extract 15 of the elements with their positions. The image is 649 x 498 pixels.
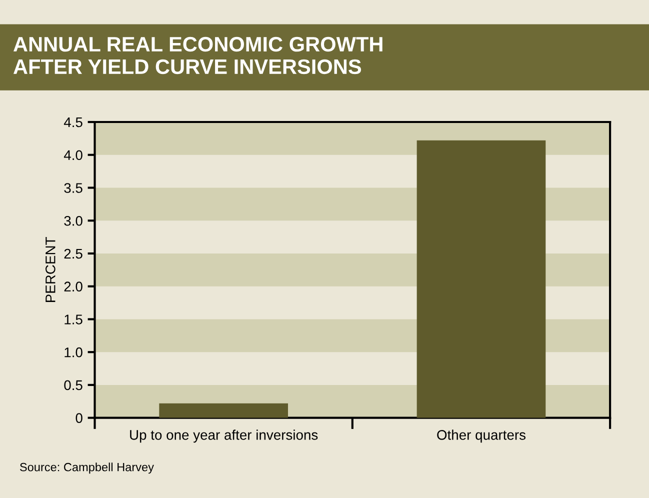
source-note: Source: Campbell Harvey xyxy=(20,462,154,474)
y-tick-label: 4.0 xyxy=(64,150,82,160)
x-tick-label: Up to one year after inversions xyxy=(130,430,318,443)
y-tick-label: 0.5 xyxy=(64,380,82,390)
y-tick-label: 1.5 xyxy=(64,314,82,324)
y-tick-label: 0 xyxy=(76,413,82,423)
y-tick-label: 4.5 xyxy=(64,117,82,128)
y-axis-title: PERCENT xyxy=(46,237,56,302)
chart-title: ANNUAL REAL ECONOMIC GROWTH AFTER YIELD CURVE INVERSIONS xyxy=(14,36,382,74)
y-tick-label: 3.5 xyxy=(64,183,82,193)
y-tick-label: 2.0 xyxy=(64,282,82,292)
x-tick-label: Other quarters xyxy=(437,430,526,443)
y-tick-label: 3.0 xyxy=(64,216,82,226)
y-tick-label: 1.0 xyxy=(64,347,82,358)
y-tick-label: 2.5 xyxy=(64,248,82,259)
